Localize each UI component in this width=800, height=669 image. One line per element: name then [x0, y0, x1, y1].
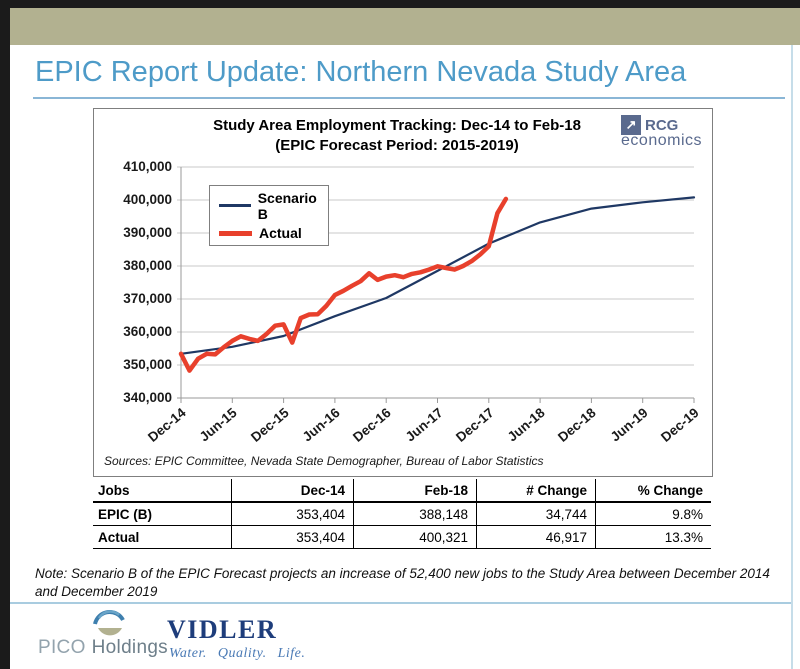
table-row-actual: Actual 353,404 400,321 46,917 13.3%: [93, 526, 711, 549]
y-axis-label: 380,000: [123, 258, 172, 273]
pico-holdings-logo-icon: [91, 607, 127, 648]
cell-feb18: 400,321: [354, 526, 477, 548]
row-label: Actual: [93, 526, 232, 548]
y-axis-label: 360,000: [123, 324, 172, 339]
cell-feb18: 388,148: [354, 503, 477, 525]
employment-chart-svg: [177, 166, 696, 403]
y-axis-label: 390,000: [123, 225, 172, 240]
y-axis-label: 340,000: [123, 390, 172, 405]
right-edge-border: [791, 45, 793, 669]
employment-chart-panel: Study Area Employment Tracking: Dec-14 t…: [93, 108, 713, 477]
vidler-tagline: Water. Quality. Life.: [169, 646, 306, 661]
y-axis-label: 350,000: [123, 357, 172, 372]
table-header-row: Jobs Dec-14 Feb-18 # Change % Change: [93, 479, 711, 503]
table-header-jobs: Jobs: [93, 479, 232, 501]
cell-pct-change: 9.8%: [672, 507, 703, 522]
top-edge-strip: [0, 0, 800, 8]
cell-pct-change: 13.3%: [664, 530, 703, 545]
table-header-pct-change: % Change: [637, 483, 703, 498]
cell-num-change: 34,744: [477, 503, 596, 525]
row-label: EPIC (B): [93, 503, 232, 525]
chart-title-line1: Study Area Employment Tracking: Dec-14 t…: [213, 117, 581, 134]
legend-label-scenario-b: Scenario B: [257, 189, 317, 222]
chart-sources-note: Sources: EPIC Committee, Nevada State De…: [104, 454, 544, 468]
chart-plot-area: [94, 109, 711, 475]
chart-title-line2: (EPIC Forecast Period: 2015-2019): [275, 137, 519, 155]
title-underline: [33, 97, 785, 99]
y-axis-label: 370,000: [123, 291, 172, 306]
table-header-num-change: # Change: [477, 479, 596, 501]
table-row-epic-b: EPIC (B) 353,404 388,148 34,744 9.8%: [93, 503, 711, 526]
legend-item-actual: Actual: [219, 225, 328, 241]
legend-label-actual: Actual: [259, 225, 302, 242]
y-axis-label: 410,000: [123, 159, 172, 174]
legend-item-scenario-b: Scenario B: [219, 190, 328, 222]
chart-legend: Scenario B Actual: [209, 185, 329, 246]
rcg-economics-logo: ↗ RCG economics: [621, 115, 702, 150]
cell-dec14: 353,404: [232, 526, 354, 548]
rcg-logo-name: RCG: [645, 116, 679, 134]
cell-dec14: 353,404: [232, 503, 354, 525]
scenario-b-line-swatch: [219, 204, 251, 207]
vidler-wordmark: VIDLER: [167, 615, 278, 644]
holdings-text: Holdings: [91, 637, 168, 658]
cell-num-change: 46,917: [477, 526, 596, 548]
page-title: EPIC Report Update: Northern Nevada Stud…: [35, 56, 687, 88]
table-header-dec14: Dec-14: [232, 479, 354, 501]
jobs-comparison-table: Jobs Dec-14 Feb-18 # Change % Change EPI…: [93, 479, 711, 549]
pico-text: PICO: [38, 637, 86, 658]
chart-title: Study Area Employment Tracking: Dec-14 t…: [94, 116, 700, 157]
rcg-logo-subtitle: economics: [621, 132, 702, 149]
left-edge-strip: [0, 0, 10, 669]
slide-top-band: [10, 8, 800, 45]
pico-holdings-wordmark: PICO Holdings: [38, 637, 168, 659]
rcg-arrow-icon: ↗: [621, 115, 642, 135]
actual-line-swatch: [219, 230, 252, 236]
footer-divider: [10, 602, 791, 604]
footnote: Note: Scenario B of the EPIC Forecast pr…: [35, 566, 770, 599]
y-axis-label: 400,000: [123, 192, 172, 207]
table-header-feb18: Feb-18: [354, 479, 477, 501]
